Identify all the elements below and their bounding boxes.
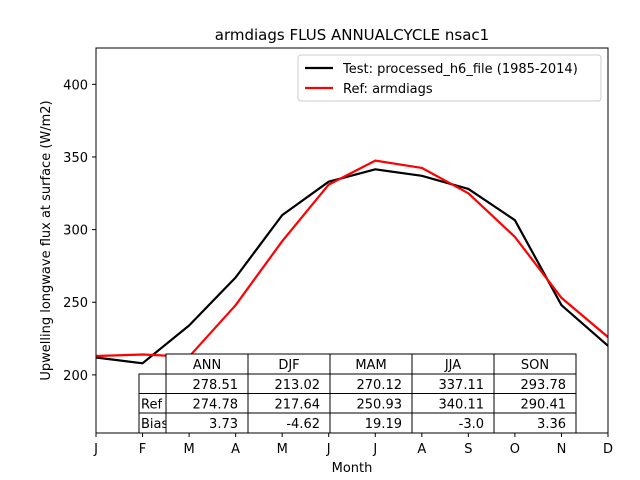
table-value: 278.51	[193, 378, 239, 393]
x-tick-label: J	[326, 442, 331, 457]
table-value: 19.19	[365, 417, 402, 432]
series-line-ref	[96, 159, 608, 358]
table-value: 217.64	[275, 398, 321, 413]
x-tick-label: D	[603, 442, 613, 457]
table-value: 213.02	[275, 378, 321, 393]
x-tick-label: M	[183, 442, 194, 457]
y-tick-label: 400	[63, 78, 88, 93]
table-value: 3.36	[537, 417, 566, 432]
table-row-label-cell	[138, 373, 167, 394]
table-row-label-ref: Ref	[141, 398, 162, 413]
table-value: 290.41	[521, 398, 567, 413]
table-value: 337.11	[439, 378, 485, 393]
table-value: 270.12	[357, 378, 403, 393]
x-tick-label: N	[557, 442, 567, 457]
table-value: 274.78	[193, 398, 239, 413]
table-header-mam: MAM	[355, 358, 386, 373]
chart-title: armdiags FLUS ANNUALCYCLE nsac1	[215, 26, 489, 44]
table-row-label-bias: Bias	[141, 417, 168, 432]
table-header-ann: ANN	[193, 358, 221, 373]
x-tick-label: A	[231, 442, 240, 457]
x-tick-label: O	[510, 442, 520, 457]
x-tick-label: J	[93, 442, 98, 457]
table-header-djf: DJF	[278, 358, 299, 373]
table-value: 3.73	[209, 417, 238, 432]
table-value: 340.11	[439, 398, 485, 413]
legend-box	[297, 54, 602, 102]
x-tick-label: J	[372, 442, 377, 457]
y-tick-label: 200	[63, 369, 88, 384]
series-line-test	[96, 168, 608, 365]
table-value: -3.0	[459, 417, 484, 432]
table-value: 293.78	[521, 378, 567, 393]
x-tick-label: S	[464, 442, 472, 457]
table-header-jja: JJA	[444, 358, 461, 373]
y-tick-label: 350	[63, 151, 88, 166]
legend-label-test: Test: processed_h6_file (1985-2014)	[342, 62, 578, 77]
y-axis-label: Upwelling longwave flux at surface (W/m2…	[39, 100, 54, 380]
x-axis-label: Month	[332, 461, 373, 476]
x-tick-label: F	[139, 442, 146, 457]
x-tick-label: M	[277, 442, 288, 457]
plot-frame	[95, 47, 609, 434]
table-header-son: SON	[521, 358, 549, 373]
x-tick-label: A	[417, 442, 426, 457]
table-value: 250.93	[357, 398, 403, 413]
table-value: -4.62	[286, 417, 320, 432]
legend-label-ref: Ref: armdiags	[343, 82, 433, 97]
y-tick-label: 300	[63, 224, 88, 239]
y-tick-label: 250	[63, 296, 88, 311]
